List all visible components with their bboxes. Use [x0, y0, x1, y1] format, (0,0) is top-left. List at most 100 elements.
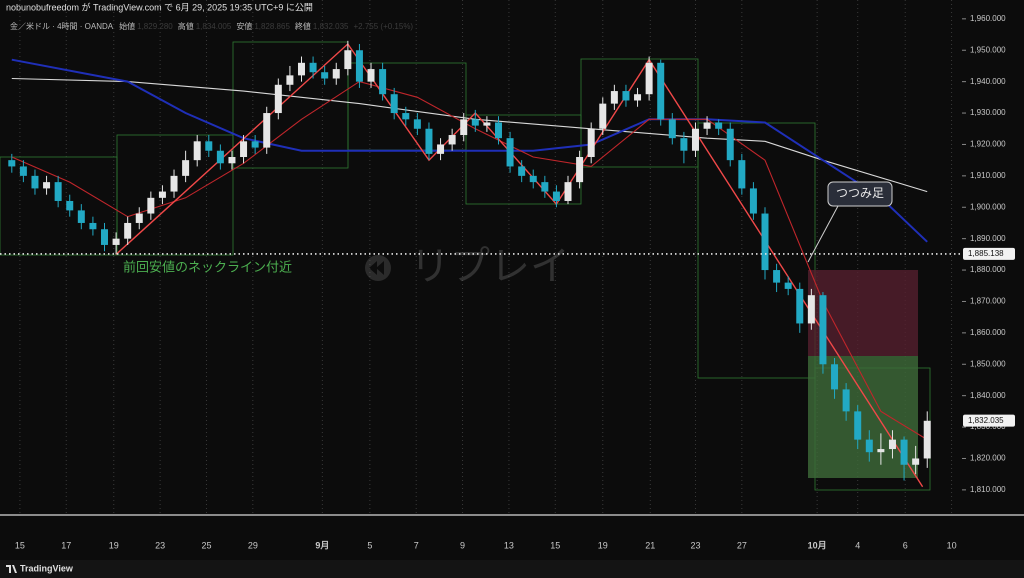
x-tick-label: 15: [550, 540, 560, 550]
candle-body: [668, 119, 676, 139]
publisher-line: nobunobufreedom が TradingView.com で 6月 2…: [6, 1, 313, 12]
candle-body: [796, 288, 804, 324]
x-tick-label: 10: [947, 540, 957, 550]
candle-body: [460, 119, 468, 136]
y-tick-label: 1,920.000: [970, 140, 1006, 149]
x-tick-label: 21: [645, 540, 655, 550]
symbol: 金／米ドル · 4時間 · OANDA: [10, 21, 114, 31]
callout-pointer: [807, 205, 839, 263]
candle-body: [135, 213, 143, 223]
candle-body: [634, 94, 642, 101]
candle-body: [124, 222, 132, 239]
y-tick-label: 1,910.000: [970, 171, 1006, 180]
candle-body: [240, 141, 248, 158]
x-tick-label: 23: [690, 540, 700, 550]
x-tick-label: 10月: [808, 540, 827, 550]
x-tick-label: 13: [504, 540, 514, 550]
last-price-tag: [963, 414, 1015, 427]
x-tick-label: 6: [903, 540, 908, 550]
legend-name: 安値: [236, 21, 252, 31]
price-axis-bg: [962, 0, 1024, 578]
candle-body: [367, 69, 375, 82]
x-tick-label: 25: [201, 540, 211, 550]
y-tick-label: 1,870.000: [970, 297, 1006, 306]
candle-body: [726, 128, 734, 161]
replay-icon: [365, 255, 391, 281]
candle-body: [680, 138, 688, 151]
callout-box: [827, 181, 893, 207]
candle-body: [182, 160, 190, 176]
last-price-label: 1,832.035: [968, 416, 1004, 425]
candle-body: [402, 113, 410, 120]
y-tick-label: 1,900.000: [970, 202, 1006, 211]
legend-name: 始値: [119, 21, 135, 31]
candle-body: [332, 69, 340, 79]
x-tick-label: 23: [155, 540, 165, 550]
candle-body: [286, 75, 294, 85]
candle-body: [610, 91, 618, 104]
candle-body: [877, 449, 885, 453]
legend-name: 高値: [178, 21, 194, 31]
candle-body: [749, 188, 757, 214]
candle-body: [413, 119, 421, 129]
x-tick-label: 9月: [315, 540, 329, 550]
watermark: リプレイ: [365, 245, 570, 289]
candle-body: [437, 144, 445, 154]
y-tick-label: 1,960.000: [970, 14, 1006, 23]
candle-body: [31, 175, 39, 189]
legend-value: 1,829.280: [137, 22, 173, 31]
candle-body: [344, 50, 352, 70]
candle-body: [483, 122, 491, 126]
legend-value: 1,832.035: [313, 22, 349, 31]
x-tick-label: 17: [61, 540, 71, 550]
candle-body: [379, 69, 387, 95]
candle-body: [66, 200, 74, 211]
candle-body: [228, 157, 236, 164]
callout-text: つつみ足: [836, 186, 884, 200]
candle-body: [900, 439, 908, 465]
candle-body: [251, 141, 259, 148]
candle-body: [541, 182, 549, 192]
candle-body: [691, 128, 699, 151]
axes: 1,810.0001,820.0001,830.0001,840.0001,85…: [15, 14, 1015, 550]
candle-body: [205, 141, 213, 151]
y-tick-label: 1,820.000: [970, 454, 1006, 463]
candle-body: [819, 295, 827, 365]
y-tick-label: 1,850.000: [970, 359, 1006, 368]
symbol-legend: 金／米ドル · 4時間 · OANDA 始値 1,829.280 高値 1,834.0…: [10, 21, 413, 31]
replay-icon-arrows: [369, 261, 384, 275]
candle-body: [854, 411, 862, 440]
candle-body: [552, 191, 560, 201]
candle-body: [831, 364, 839, 390]
y-tick-label: 1,810.000: [970, 485, 1006, 494]
candle-body: [158, 191, 166, 198]
candle-body: [657, 62, 665, 120]
candle-body: [112, 238, 120, 245]
y-tick-label: 1,840.000: [970, 391, 1006, 400]
candle-body: [321, 72, 329, 79]
y-tick-label: 1,860.000: [970, 328, 1006, 337]
price-line-label: 1,885.138: [968, 249, 1004, 258]
candle-body: [147, 197, 155, 214]
candle-body: [529, 175, 537, 183]
candle-body: [274, 84, 282, 114]
candle-body: [309, 62, 317, 73]
footer-bar: [0, 560, 1024, 578]
moving-average: [11, 58, 928, 243]
x-tick-label: 4: [855, 540, 860, 550]
candle-body: [297, 62, 305, 76]
candle-body: [865, 439, 873, 453]
legend-change: +2.755 (+0.15%): [354, 22, 414, 31]
candle-body: [494, 122, 502, 139]
candle-body: [576, 157, 584, 183]
candle-body: [43, 182, 51, 189]
candle-body: [263, 113, 271, 148]
x-tick-label: 19: [109, 540, 119, 550]
x-tick-label: 27: [737, 540, 747, 550]
candle-body: [912, 458, 920, 465]
neckline-annotation: 前回安値のネックライン付近: [123, 259, 292, 274]
candle-body: [622, 91, 630, 101]
range-box: [580, 58, 699, 168]
candle-body: [518, 166, 526, 176]
